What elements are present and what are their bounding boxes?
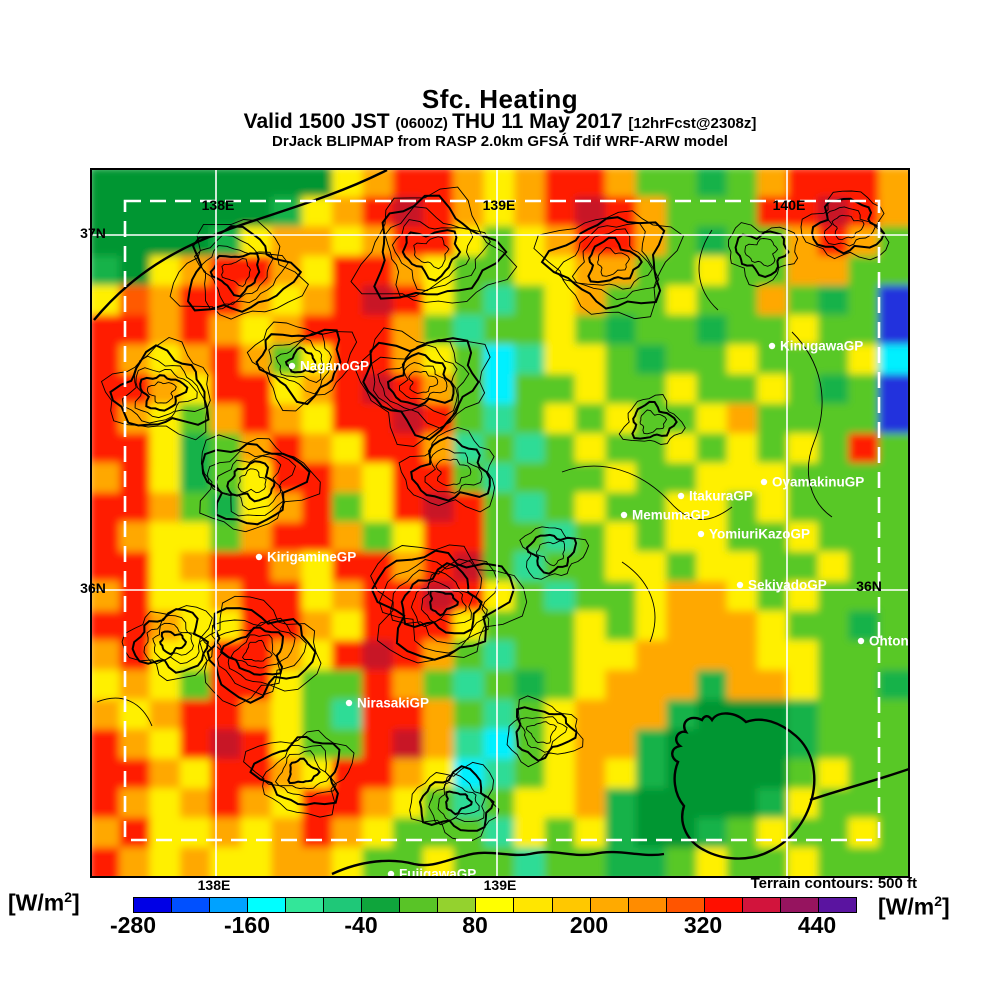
colorbar-segment-1 bbox=[171, 898, 210, 912]
colorbar-segment-6 bbox=[361, 898, 400, 912]
model-description-line: DrJack BLIPMAP from RASP 2.0km GFSÁ Tdif… bbox=[272, 133, 728, 150]
colorbar-segment-0 bbox=[134, 898, 172, 912]
colorbar-segment-7 bbox=[399, 898, 438, 912]
colorbar-segment-18 bbox=[817, 898, 856, 912]
colorbar-tick-200: 200 bbox=[569, 912, 609, 938]
lon-label-top-140E: 140E bbox=[772, 197, 806, 213]
station-MemumaGP: MemumaGP bbox=[620, 508, 710, 523]
colorbar-segment-17 bbox=[779, 898, 818, 912]
colorbar-tick--40: -40 bbox=[344, 912, 378, 938]
page-title: Sfc. Heating bbox=[421, 84, 579, 114]
station-label: SekiyadoGP bbox=[748, 578, 827, 593]
colorbar-segment-14 bbox=[665, 898, 704, 912]
station-label: OyamakinuGP bbox=[772, 475, 864, 490]
station-label: MemumaGP bbox=[632, 508, 710, 523]
station-dot bbox=[620, 511, 628, 519]
forecast-map: NaganoGP KinugawaGP OyamakinuGP ItakuraGP Me… bbox=[90, 168, 910, 878]
station-KinugawaGP: KinugawaGP bbox=[768, 339, 863, 354]
station-dot bbox=[345, 699, 353, 707]
colorbar-tick-80: 80 bbox=[462, 912, 488, 938]
station-label: ItakuraGP bbox=[689, 489, 753, 504]
colorbar-segment-2 bbox=[209, 898, 248, 912]
colorbar-tick-440: 440 bbox=[797, 912, 837, 938]
valid-time-line: Valid 1500 JST (0600Z) THU 11 May 2017 [… bbox=[0, 110, 1000, 134]
lat-label-right-36N: 36N bbox=[856, 578, 882, 594]
station-NaganoGP: NaganoGP bbox=[288, 359, 369, 374]
colorbar-segment-11 bbox=[551, 898, 590, 912]
colorbar-segment-5 bbox=[323, 898, 362, 912]
station-dot bbox=[677, 492, 685, 500]
station-label: YomiuriKazoGP bbox=[709, 527, 810, 542]
terrain-contours-note: Terrain contours: 500 ft bbox=[750, 875, 917, 892]
colorbar-segment-15 bbox=[703, 898, 742, 912]
station-label: NirasakiGP bbox=[357, 696, 429, 711]
station-ItakuraGP: ItakuraGP bbox=[677, 489, 753, 504]
lon-label-bottom-138E: 138E bbox=[197, 877, 231, 893]
model-domain-dashed-box bbox=[123, 199, 881, 842]
colorbar-segment-10 bbox=[513, 898, 552, 912]
station-FujigawaGP: FujigawaGP bbox=[387, 867, 476, 879]
station-dot bbox=[697, 530, 705, 538]
valid-time-main: Valid 1500 JST bbox=[243, 110, 396, 133]
map-canvas: NaganoGP KinugawaGP OyamakinuGP ItakuraGP Me… bbox=[92, 170, 910, 879]
lat-label-left-37N: 37N bbox=[80, 225, 106, 241]
station-NirasakiGP: NirasakiGP bbox=[345, 696, 429, 711]
station-Ohtone: Ohtone bbox=[857, 634, 910, 649]
unit-label-right: [W/m2] bbox=[878, 893, 950, 920]
colorbar-segment-13 bbox=[627, 898, 666, 912]
valid-time-utc: (0600Z) bbox=[395, 115, 453, 132]
station-dot bbox=[387, 870, 395, 876]
station-dot bbox=[768, 342, 776, 350]
graticule-layer bbox=[92, 170, 908, 876]
lon-label-top-138E: 138E bbox=[201, 197, 235, 213]
colorbar-tick--280: -280 bbox=[109, 912, 157, 938]
station-dot bbox=[255, 553, 263, 561]
station-dot bbox=[736, 581, 744, 589]
station-YomiuriKazoGP: YomiuriKazoGP bbox=[697, 527, 810, 542]
lat-label-left-36N: 36N bbox=[80, 580, 106, 596]
station-OyamakinuGP: OyamakinuGP bbox=[760, 475, 864, 490]
colorbar-tick-320: 320 bbox=[683, 912, 723, 938]
station-label: Ohtone bbox=[869, 634, 910, 649]
valid-date: THU 11 May 2017 bbox=[452, 110, 629, 133]
colorbar-segment-9 bbox=[475, 898, 514, 912]
stations-layer: NaganoGP KinugawaGP OyamakinuGP ItakuraGP Me… bbox=[255, 339, 910, 879]
contour-layer bbox=[93, 170, 908, 876]
colorbar bbox=[133, 897, 857, 913]
station-label: NaganoGP bbox=[300, 359, 369, 374]
station-label: KinugawaGP bbox=[780, 339, 863, 354]
station-dot bbox=[857, 637, 865, 645]
colorbar-tick--160: -160 bbox=[223, 912, 271, 938]
station-dot bbox=[288, 362, 296, 370]
colorbar-segment-8 bbox=[437, 898, 476, 912]
colorbar-segment-16 bbox=[741, 898, 780, 912]
station-label: KirigamineGP bbox=[267, 550, 356, 565]
station-dot bbox=[760, 478, 768, 486]
colorbar-segment-12 bbox=[589, 898, 628, 912]
colorbar-segment-4 bbox=[285, 898, 324, 912]
lon-label-top-139E: 139E bbox=[482, 197, 516, 213]
station-SekiyadoGP: SekiyadoGP bbox=[736, 578, 827, 593]
lon-label-bottom-139E: 139E bbox=[483, 877, 517, 893]
colorbar-segment-3 bbox=[247, 898, 286, 912]
station-KirigamineGP: KirigamineGP bbox=[255, 550, 356, 565]
forecast-init-tag: [12hrFcst@2308z] bbox=[628, 115, 757, 132]
station-label: FujigawaGP bbox=[399, 867, 476, 879]
unit-label-left: [W/m2] bbox=[8, 889, 80, 916]
